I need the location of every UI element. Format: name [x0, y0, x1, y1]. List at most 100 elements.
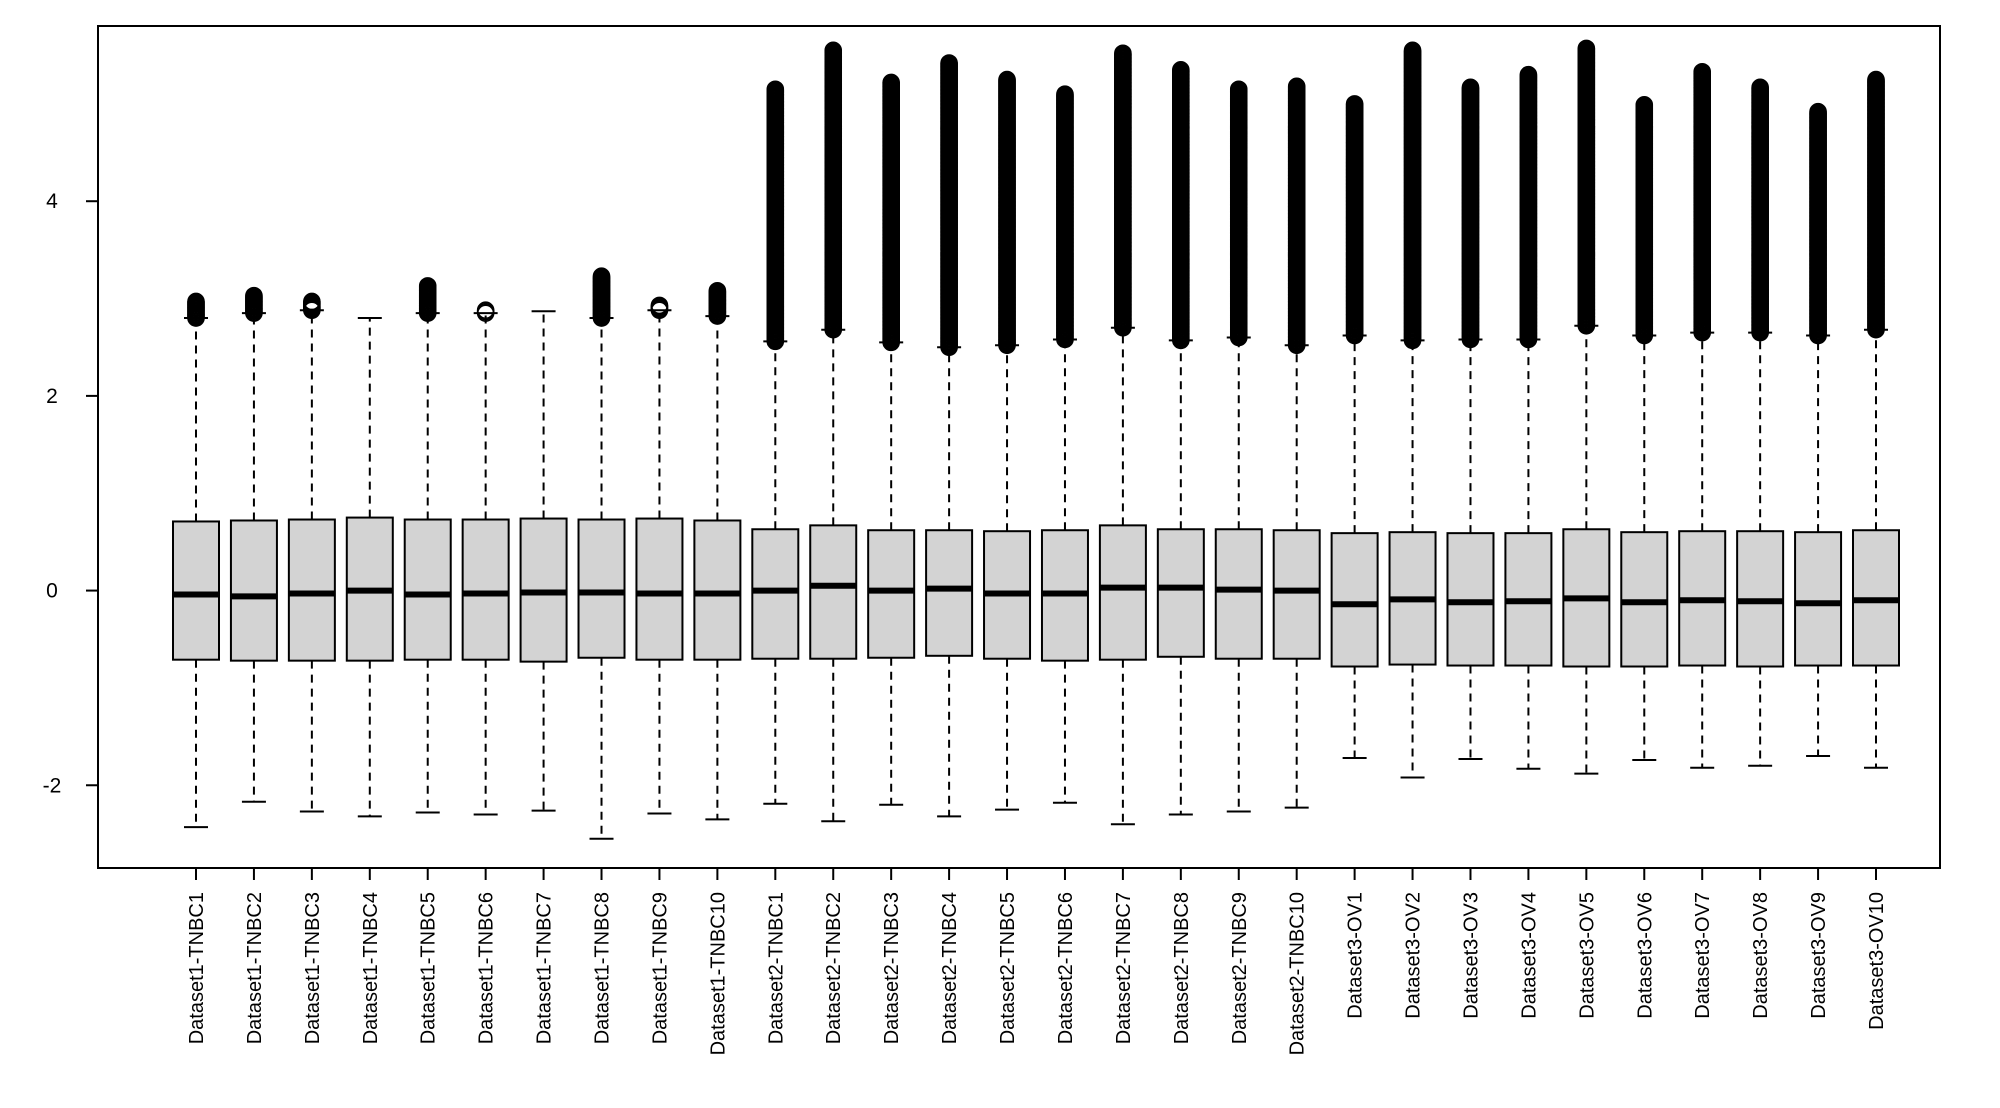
- box-3: [287, 292, 336, 813]
- x-tick-label: Dataset1-TNBC6: [476, 892, 498, 1044]
- x-tick-label: Dataset1-TNBC10: [707, 892, 729, 1055]
- y-tick-label: 0: [46, 580, 58, 603]
- box-body: [403, 518, 452, 661]
- outlier-point: [1229, 80, 1248, 99]
- box-13: [867, 73, 916, 806]
- outlier-point: [708, 281, 727, 300]
- outliers: [1461, 78, 1480, 349]
- outliers: [303, 292, 321, 320]
- box-15: [983, 70, 1032, 811]
- outlier-point: [940, 54, 958, 72]
- box-body: [925, 529, 974, 657]
- outliers: [418, 277, 437, 322]
- outliers: [187, 292, 205, 327]
- box-28: [1736, 78, 1785, 767]
- outlier-point: [1693, 62, 1712, 81]
- y-tick-label: -2: [43, 774, 62, 797]
- box-body: [867, 529, 916, 659]
- x-tick-label: Dataset2-TNBC1: [765, 892, 787, 1044]
- x-tick-label: Dataset2-TNBC2: [823, 892, 845, 1044]
- box-17: [1098, 44, 1147, 826]
- box-5: [403, 277, 452, 814]
- outliers: [245, 286, 263, 322]
- box-body: [635, 517, 684, 661]
- box-body: [229, 519, 278, 662]
- x-tick-label: Dataset1-TNBC8: [592, 892, 614, 1044]
- box-body: [577, 518, 626, 659]
- x-tick-label: Dataset1-TNBC2: [244, 892, 266, 1044]
- outlier-point: [418, 277, 437, 295]
- outliers: [1403, 41, 1422, 350]
- box-body: [1156, 528, 1205, 658]
- x-tick-label: Dataset2-TNBC6: [1055, 892, 1077, 1044]
- outlier-point: [1172, 61, 1190, 79]
- box-18: [1156, 61, 1205, 816]
- x-tick-label: Dataset2-TNBC7: [1113, 892, 1135, 1044]
- box-20: [1272, 77, 1321, 809]
- x-tick-label: Dataset3-OV1: [1345, 892, 1367, 1019]
- y-tick-label: 4: [46, 190, 58, 213]
- box-26: [1620, 96, 1669, 761]
- box-6: [461, 301, 510, 816]
- outliers: [766, 80, 785, 351]
- box-12: [809, 41, 858, 823]
- box-body: [1794, 531, 1843, 667]
- outlier-point: [998, 70, 1016, 89]
- outlier-point: [1751, 78, 1769, 97]
- x-tick-label: Dataset1-TNBC3: [302, 892, 324, 1044]
- plot-frame: [97, 25, 1941, 869]
- x-tick-label: Dataset3-OV7: [1692, 892, 1714, 1019]
- outliers: [1172, 61, 1190, 350]
- box-body: [751, 528, 800, 660]
- y-tick-label: 2: [46, 385, 58, 408]
- box-25: [1562, 39, 1611, 775]
- outliers: [1809, 102, 1827, 345]
- box-body: [1330, 532, 1379, 668]
- box-8: [577, 267, 626, 840]
- box-30: [1852, 70, 1900, 769]
- x-tick-label: Dataset2-TNBC5: [997, 892, 1019, 1044]
- box-29: [1794, 102, 1843, 758]
- x-tick-label: Dataset1-TNBC5: [418, 892, 440, 1044]
- x-axis: Dataset1-TNBC1 Dataset1-TNBC2 Dataset1-TNB…: [186, 868, 1888, 1055]
- box-body: [287, 518, 336, 662]
- outlier-point: [1461, 78, 1480, 97]
- x-tick-label: Dataset3-OV4: [1518, 892, 1540, 1019]
- y-axis: -2 0 2 4: [43, 190, 98, 797]
- x-tick-label: Dataset1-TNBC7: [534, 892, 556, 1044]
- x-tick-label: Dataset3-OV5: [1576, 892, 1598, 1019]
- outliers: [1577, 39, 1596, 335]
- box-body: [1272, 529, 1321, 660]
- outlier-point: [766, 80, 785, 99]
- outliers: [882, 73, 900, 352]
- outlier-point: [1577, 39, 1596, 58]
- outliers: [1693, 62, 1712, 342]
- outlier-point: [187, 292, 205, 311]
- outliers: [1229, 80, 1248, 347]
- box-body: [809, 524, 858, 660]
- outliers: [708, 281, 727, 325]
- outliers: [476, 301, 495, 322]
- box-24: [1504, 65, 1553, 770]
- outliers: [940, 54, 958, 357]
- outlier-point: [1635, 96, 1654, 114]
- x-tick-label: Dataset2-TNBC9: [1229, 892, 1251, 1044]
- outlier-point: [1345, 95, 1364, 113]
- box-23: [1446, 78, 1495, 760]
- outlier-point: [1403, 41, 1422, 60]
- box-7: [519, 310, 568, 812]
- box-body: [1098, 524, 1147, 661]
- box-2: [229, 286, 278, 803]
- outlier-point: [1287, 77, 1306, 96]
- box-11: [751, 80, 800, 805]
- outlier-point: [882, 73, 900, 92]
- outliers: [998, 70, 1016, 355]
- outlier-point: [824, 41, 843, 60]
- box-27: [1678, 62, 1727, 769]
- outlier-point: [476, 301, 495, 320]
- outliers: [1751, 78, 1769, 342]
- outliers: [1635, 96, 1654, 345]
- x-tick-label: Dataset1-TNBC1: [186, 892, 208, 1044]
